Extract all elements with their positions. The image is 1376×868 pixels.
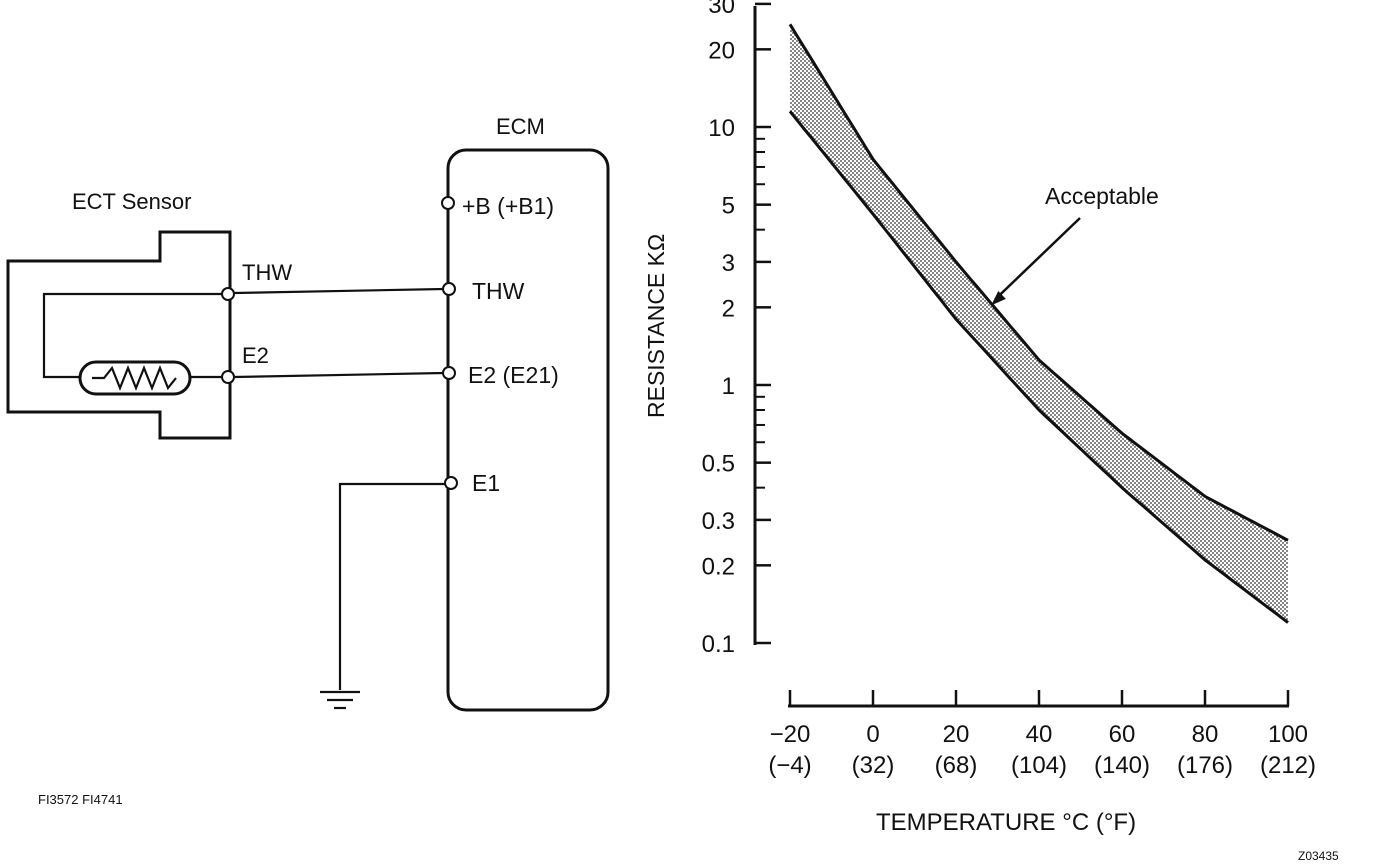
ecm-thw-terminal (442, 282, 456, 296)
chart-figure-code: Z03435 (1298, 849, 1339, 863)
y-tick-label: 20 (708, 37, 735, 64)
x-tick-label-fahrenheit: (104) (1011, 752, 1067, 779)
ecm-pin-e1-label: E1 (472, 470, 500, 496)
x-tick-label-celsius: 60 (1109, 721, 1136, 748)
wiring-diagram: ECT Sensor THW E2 ECM +B (+B1) THW E2 (E… (6, 114, 610, 807)
ecm-pin-b-label: +B (+B1) (462, 193, 554, 219)
y-tick-label: 5 (722, 193, 735, 220)
thw-wire (233, 287, 445, 295)
x-axis-label: TEMPERATURE °C (°F) (876, 809, 1136, 836)
y-ticks: 30 20 10 5 3 2 1 0.5 0.3 0.2 0.1 (702, 0, 771, 658)
ect-sensor-label: ECT Sensor (72, 189, 191, 214)
y-tick-label: 0.2 (702, 553, 735, 580)
y-tick-label: 2 (722, 295, 735, 322)
lower-limit-line (788, 110, 1289, 624)
x-tick-label-celsius: 20 (943, 721, 970, 748)
circuit-figure-code: FI3572 FI4741 (38, 792, 123, 807)
sensor-thw-label: THW (242, 260, 292, 285)
sensor-e2-label: E2 (242, 343, 269, 368)
thermistor-icon (78, 360, 192, 396)
y-tick-label: 3 (722, 250, 735, 277)
sensor-internal-wire (42, 292, 228, 379)
resistance-chart: 30 20 10 5 3 2 1 0.5 0.3 0.2 0.1 −20 (−4) 0 (32) 20 (68… (643, 0, 1339, 863)
ecm-e1-terminal (444, 476, 458, 490)
ecm-box (446, 148, 610, 712)
x-tick-label-fahrenheit: (176) (1177, 752, 1233, 779)
y-tick-label: 0.5 (702, 451, 735, 478)
x-ticks: −20 (−4) 0 (32) 20 (68) 40 (104) 60 (140) 80 (176) 1… (768, 690, 1316, 779)
x-tick-label-fahrenheit: (140) (1094, 752, 1150, 779)
x-tick-label-celsius: 0 (866, 721, 879, 748)
annotation-leader (994, 217, 1081, 301)
ecm-pin-thw-label: THW (472, 278, 525, 304)
x-tick-label-celsius: 40 (1026, 721, 1053, 748)
thermistor-zigzag (92, 365, 177, 391)
x-tick-label-celsius: 100 (1268, 721, 1308, 748)
x-tick-label-fahrenheit: (−4) (768, 752, 811, 779)
x-tick-label-celsius: 80 (1192, 721, 1219, 748)
ecm-pin-e2-label: E2 (E21) (468, 362, 559, 388)
x-tick-label-fahrenheit: (32) (852, 752, 895, 779)
x-tick-label-fahrenheit: (68) (935, 752, 978, 779)
e2-wire (233, 371, 445, 379)
y-tick-label: 0.1 (702, 631, 735, 658)
y-tick-label: 0.3 (702, 508, 735, 535)
ground-icon (320, 690, 360, 710)
y-tick-label: 10 (708, 115, 735, 142)
annotation-acceptable: Acceptable (1045, 183, 1159, 209)
ecm-label: ECM (496, 114, 545, 139)
annotation-arrowhead (991, 290, 1006, 306)
y-axis-label: RESISTANCE KΩ (643, 234, 669, 418)
e1-ground-wire (338, 482, 445, 690)
ect-sensor-body (6, 230, 232, 440)
acceptable-band (790, 24, 1288, 623)
sensor-thw-terminal (221, 287, 235, 301)
ecm-e2-terminal (442, 366, 456, 380)
sensor-e2-terminal (221, 370, 235, 384)
y-tick-label: 1 (722, 373, 735, 400)
upper-limit-line (788, 23, 1289, 542)
ecm-b-terminal (441, 196, 455, 210)
x-tick-label-fahrenheit: (212) (1260, 752, 1316, 779)
x-tick-label-celsius: −20 (770, 721, 811, 748)
y-tick-label: 30 (708, 0, 735, 19)
